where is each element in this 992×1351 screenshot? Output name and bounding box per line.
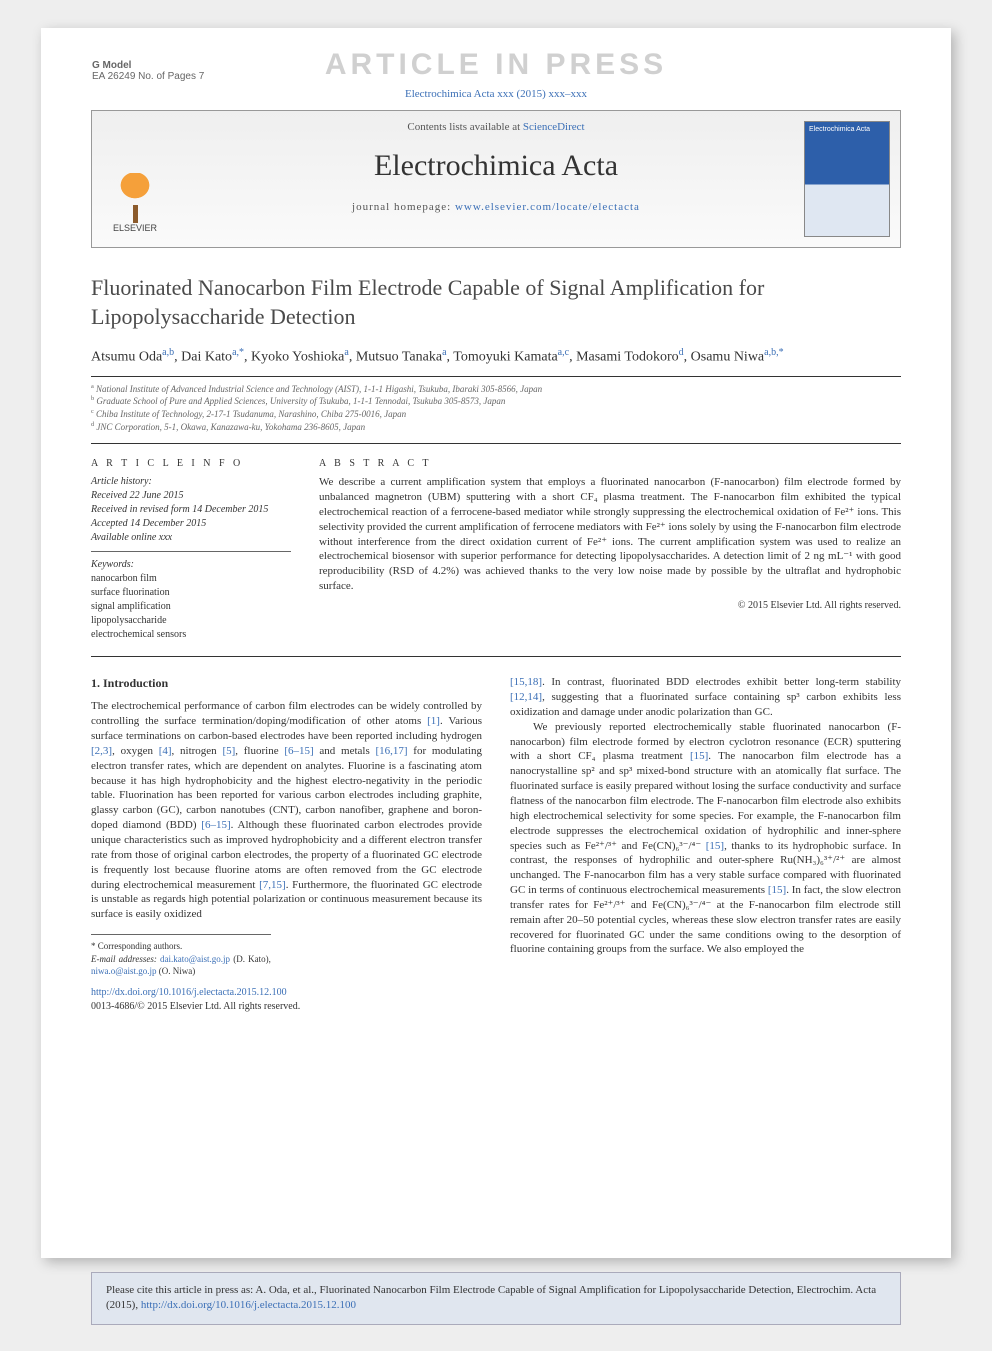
citation-ref[interactable]: [16,17] <box>375 745 407 757</box>
keyword-line: nanocarbon film <box>91 572 291 586</box>
author-name: Dai Kato <box>181 350 232 365</box>
citation-ref[interactable]: [1] <box>427 715 440 727</box>
keyword-line: surface fluorination <box>91 586 291 600</box>
issn-line: 0013-4686/© 2015 Elsevier Ltd. All right… <box>91 1001 300 1012</box>
keyword-line: signal amplification <box>91 600 291 614</box>
info-abstract-row: A R T I C L E I N F O Article history: R… <box>91 458 901 657</box>
body-column-right: [15,18]. In contrast, fluorinated BDD el… <box>510 675 901 1014</box>
citation-ref[interactable]: [15] <box>690 750 708 762</box>
author-affil-sup: d <box>679 347 684 358</box>
journal-banner: Contents lists available at ScienceDirec… <box>91 110 901 248</box>
email-line: E-mail addresses: dai.kato@aist.go.jp (D… <box>91 953 271 978</box>
author-affil-sup: a,b <box>162 347 174 358</box>
keywords-label: Keywords: <box>91 558 291 572</box>
citation-ref[interactable]: [6–15] <box>201 819 230 831</box>
keyword-line: electrochemical sensors <box>91 628 291 642</box>
elsevier-logo: ELSEVIER <box>102 173 168 239</box>
cover-title-text: Electrochimica Acta <box>805 122 889 137</box>
author-affil-sup: a,b,* <box>764 347 783 358</box>
g-model-tag: G Model EA 26249 No. of Pages 7 <box>92 60 204 82</box>
journal-homepage-line: journal homepage: www.elsevier.com/locat… <box>104 201 888 213</box>
body-column-left: 1. Introduction The electrochemical perf… <box>91 675 482 1014</box>
affiliation-line: d JNC Corporation, 5-1, Okawa, Kanazawa-… <box>91 421 901 434</box>
history-label: Article history: <box>91 475 291 489</box>
in-press-watermark: ARTICLE IN PRESS <box>91 48 901 82</box>
author-list: Atsumu Odaa,b, Dai Katoa,*, Kyoko Yoshio… <box>91 345 901 368</box>
press-citation-box: Please cite this article in press as: A.… <box>91 1272 901 1325</box>
author-name: Tomoyuki Kamata <box>453 350 557 365</box>
sciencedirect-link[interactable]: ScienceDirect <box>523 121 585 133</box>
email-link[interactable]: dai.kato@aist.go.jp <box>160 954 230 964</box>
history-line: Accepted 14 December 2015 <box>91 517 291 531</box>
history-line: Received in revised form 14 December 201… <box>91 503 291 517</box>
author-name: Kyoko Yoshioka <box>251 350 344 365</box>
author-affil-sup: a <box>442 347 446 358</box>
doi-block: http://dx.doi.org/10.1016/j.electacta.20… <box>91 986 482 1014</box>
article-info-heading: A R T I C L E I N F O <box>91 458 291 469</box>
author-name: Atsumu Oda <box>91 350 162 365</box>
article-info: A R T I C L E I N F O Article history: R… <box>91 458 291 642</box>
keywords-block: Keywords: nanocarbon filmsurface fluorin… <box>91 558 291 642</box>
history-line: Received 22 June 2015 <box>91 489 291 503</box>
email-who: (O. Niwa) <box>159 966 196 976</box>
author-affil-sup: a,* <box>232 347 244 358</box>
citation-ref[interactable]: [4] <box>159 745 172 757</box>
abstract-copyright: © 2015 Elsevier Ltd. All rights reserved… <box>319 600 901 611</box>
contents-list-line: Contents lists available at ScienceDirec… <box>104 121 888 133</box>
abstract-text: We describe a current amplification syst… <box>319 475 901 594</box>
affiliation-line: b Graduate School of Pure and Applied Sc… <box>91 395 901 408</box>
homepage-pre: journal homepage: <box>352 201 455 213</box>
author-name: Masami Todokoro <box>576 350 679 365</box>
journal-homepage-link[interactable]: www.elsevier.com/locate/electacta <box>455 201 640 213</box>
affiliation-line: a National Institute of Advanced Industr… <box>91 383 901 396</box>
body-paragraph: The electrochemical performance of carbo… <box>91 699 482 922</box>
citation-ref[interactable]: [6–15] <box>284 745 313 757</box>
citation-ref[interactable]: [15] <box>768 884 786 896</box>
author-name: Mutsuo Tanaka <box>356 350 442 365</box>
author-affil-sup: a <box>344 347 348 358</box>
elsevier-label: ELSEVIER <box>102 223 168 233</box>
email-who: (D. Kato) <box>233 954 268 964</box>
journal-title: Electrochimica Acta <box>104 149 888 183</box>
affiliations: a National Institute of Advanced Industr… <box>91 376 901 444</box>
corresponding-footnote: * Corresponding authors. E-mail addresse… <box>91 934 271 978</box>
keyword-line: lipopolysaccharide <box>91 614 291 628</box>
author-name: Osamu Niwa <box>691 350 765 365</box>
citation-ref[interactable]: [15] <box>706 840 724 852</box>
author-affil-sup: a,c <box>558 347 569 358</box>
abstract: A B S T R A C T We describe a current am… <box>319 458 901 642</box>
body-paragraph: [15,18]. In contrast, fluorinated BDD el… <box>510 675 901 957</box>
email-label: E-mail addresses: <box>91 954 157 964</box>
elsevier-tree-icon <box>110 173 160 223</box>
affiliation-line: c Chiba Institute of Technology, 2-17-1 … <box>91 408 901 421</box>
article-title: Fluorinated Nanocarbon Film Electrode Ca… <box>91 274 901 331</box>
doi-link[interactable]: http://dx.doi.org/10.1016/j.electacta.20… <box>91 987 287 998</box>
contents-pre: Contents lists available at <box>407 121 522 133</box>
citation-ref[interactable]: [5] <box>222 745 235 757</box>
press-cite-link[interactable]: http://dx.doi.org/10.1016/j.electacta.20… <box>141 1299 356 1311</box>
citation-ref[interactable]: [12,14] <box>510 691 542 703</box>
email-link[interactable]: niwa.o@aist.go.jp <box>91 966 157 976</box>
g-model-code: EA 26249 No. of Pages 7 <box>92 71 204 82</box>
citation-line: Electrochimica Acta xxx (2015) xxx–xxx <box>91 88 901 100</box>
history-line: Available online xxx <box>91 531 291 545</box>
citation-ref[interactable]: [7,15] <box>259 879 286 891</box>
body-columns: 1. Introduction The electrochemical perf… <box>91 675 901 1014</box>
article-history: Article history: Received 22 June 2015Re… <box>91 475 291 552</box>
citation-ref[interactable]: [15,18] <box>510 676 542 688</box>
g-model-label: G Model <box>92 60 204 71</box>
article-page: ARTICLE IN PRESS Electrochimica Acta xxx… <box>41 28 951 1258</box>
citation-ref[interactable]: [2,3] <box>91 745 112 757</box>
abstract-heading: A B S T R A C T <box>319 458 901 469</box>
corresponding-label: * Corresponding authors. <box>91 940 271 953</box>
journal-cover-thumbnail: Electrochimica Acta <box>804 121 890 237</box>
section-heading: 1. Introduction <box>91 675 482 691</box>
